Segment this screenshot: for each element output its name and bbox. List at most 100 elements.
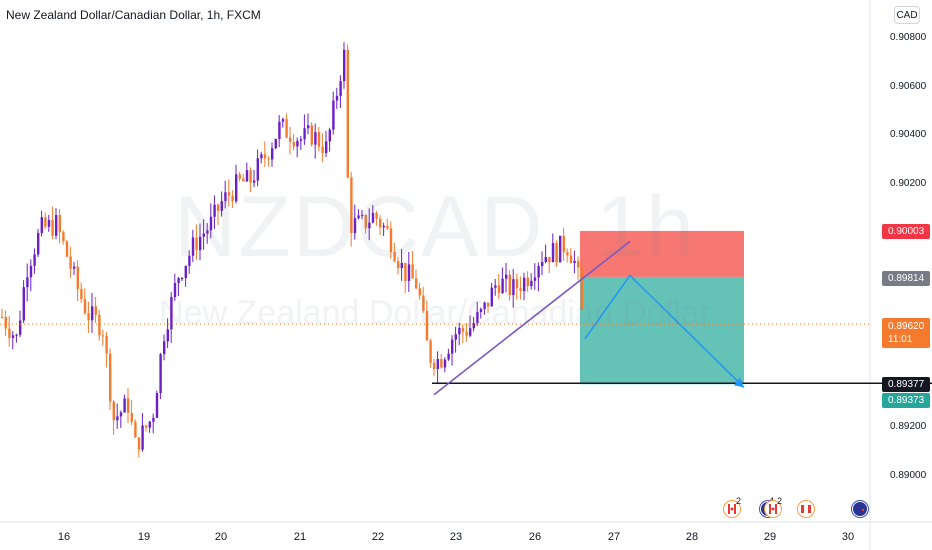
candle-bull xyxy=(382,225,385,228)
candle-bull xyxy=(170,297,173,330)
x-tick-label: 21 xyxy=(293,531,307,543)
candle-bull xyxy=(299,139,303,141)
candle-bear xyxy=(364,214,367,229)
candle-bear xyxy=(137,437,141,450)
candle-bear xyxy=(127,398,130,413)
candle-bull xyxy=(339,81,342,96)
candle-bear xyxy=(548,256,551,263)
canada-flag-icon[interactable] xyxy=(723,500,741,518)
currency-button[interactable]: CAD xyxy=(894,6,920,24)
candle-bull xyxy=(541,261,544,267)
candle-bull xyxy=(213,204,216,217)
candle-bear xyxy=(94,306,97,315)
candle-bull xyxy=(220,201,223,211)
candle-bear xyxy=(389,228,393,253)
candle-bear xyxy=(465,331,468,336)
candle-bear xyxy=(497,285,501,293)
watermark-name: New Zealand Dollar/Canadian Dollar xyxy=(159,294,711,332)
candle-bear xyxy=(422,295,425,311)
candle-bull xyxy=(501,278,504,293)
new-zealand-flag-icon[interactable] xyxy=(851,500,869,518)
candle-bull xyxy=(271,148,274,160)
candle-bull xyxy=(537,266,540,278)
candle-bear xyxy=(418,288,421,296)
candle-bull xyxy=(368,222,371,229)
x-tick-label: 28 xyxy=(685,531,699,543)
candle-bull xyxy=(530,280,533,287)
candle-bear xyxy=(69,256,72,269)
y-tick-label: 0.90600 xyxy=(890,81,927,92)
candle-bear xyxy=(397,261,400,269)
watermark-ticker: NZDCAD, 1h xyxy=(174,179,696,275)
candle-bear xyxy=(346,49,349,178)
x-tick-label: 27 xyxy=(607,531,621,543)
candle-bull xyxy=(353,218,357,234)
candle-bull xyxy=(47,220,51,227)
candle-bear xyxy=(577,260,580,268)
candle-bull xyxy=(296,140,299,147)
candle-bull xyxy=(407,264,411,281)
candle-bear xyxy=(134,421,137,438)
candle-bear xyxy=(112,401,115,421)
candle-bull xyxy=(235,174,238,202)
candle-bear xyxy=(508,274,511,296)
candle-bull xyxy=(184,265,187,279)
candle-bear xyxy=(350,177,353,234)
stop-loss-zone xyxy=(580,230,744,277)
candle-bull xyxy=(206,230,209,234)
candle-bear xyxy=(238,174,241,179)
candle-bear xyxy=(51,220,54,236)
candle-bull xyxy=(159,354,162,394)
candle-bear xyxy=(289,137,292,143)
y-tick-label: 0.90400 xyxy=(890,129,927,140)
candle-bull xyxy=(37,233,40,255)
candle-bear xyxy=(566,252,569,256)
projection-arrowhead xyxy=(734,377,744,388)
symbol-title[interactable]: New Zealand Dollar/Canadian Dollar, 1h, … xyxy=(6,8,261,22)
stop-price-tag: 0.90003 xyxy=(882,224,930,239)
candle-bull xyxy=(454,334,457,340)
candle-bull xyxy=(343,49,346,82)
candle-bull xyxy=(314,132,317,145)
candle-bear xyxy=(263,154,267,159)
x-tick-label: 19 xyxy=(137,531,151,543)
candle-bear xyxy=(105,336,108,354)
candle-bull xyxy=(260,154,263,159)
candle-bull xyxy=(458,327,461,335)
candle-bull xyxy=(447,353,450,360)
last-price-value: 0.89620 xyxy=(888,321,925,332)
candle-bear xyxy=(80,288,83,300)
horizontal-line-price-tag: 0.89377 xyxy=(882,377,930,392)
y-tick-label: 0.90800 xyxy=(890,32,927,43)
candle-bull xyxy=(26,277,29,288)
candle-bull xyxy=(166,329,169,342)
candle-bull xyxy=(181,278,184,280)
candle-bear xyxy=(195,237,198,251)
candle-bull xyxy=(332,100,335,130)
candle-bear xyxy=(580,267,583,310)
candle-bull xyxy=(245,170,249,182)
trendline xyxy=(433,240,631,396)
candle-bear xyxy=(379,218,382,228)
candle-bear xyxy=(569,255,573,264)
x-tick-label: 29 xyxy=(763,531,777,543)
candle-bear xyxy=(386,225,389,229)
bar-countdown: 11:01 xyxy=(888,334,913,345)
candle-bear xyxy=(76,266,79,289)
candle-bull xyxy=(141,425,144,450)
candle-bear xyxy=(101,335,105,337)
candle-bull xyxy=(400,262,403,269)
candle-bull xyxy=(29,265,33,278)
candle-bull xyxy=(328,129,331,142)
candle-bear xyxy=(415,278,418,289)
candle-bear xyxy=(404,262,407,281)
candle-bull xyxy=(472,323,475,329)
candle-bear xyxy=(217,204,220,211)
canada-flag-icon[interactable] xyxy=(764,500,782,518)
candle-bull xyxy=(533,277,537,281)
candle-bear xyxy=(227,192,231,196)
candle-bear xyxy=(515,279,519,289)
canada-flag-icon[interactable] xyxy=(797,500,815,518)
candle-bull xyxy=(494,285,497,288)
